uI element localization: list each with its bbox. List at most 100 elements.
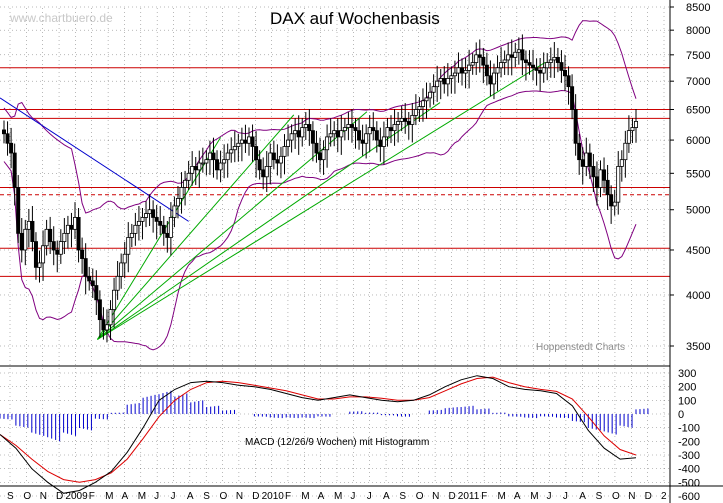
x-tick-label: F (285, 491, 291, 502)
x-tick-label: D (645, 491, 652, 502)
candle-body (73, 217, 78, 230)
candle-body (626, 130, 631, 144)
candle-body (204, 159, 209, 164)
x-tick-label: N (40, 491, 47, 502)
candle-body (30, 220, 35, 242)
candle-body (23, 228, 28, 251)
candle-body (481, 56, 486, 66)
x-tick-label: J (367, 491, 372, 502)
bollinger-upper-band (3, 20, 637, 214)
candle-body (136, 220, 141, 226)
candle-body (239, 139, 244, 144)
y-tick-label: 5000 (686, 205, 710, 217)
candle-body (566, 75, 571, 88)
candle-body (502, 59, 507, 63)
x-tick-label: S (203, 491, 210, 502)
candle-body (271, 152, 276, 161)
candle-body (491, 72, 496, 85)
candle-body (385, 127, 390, 138)
x-tick-label: J (154, 491, 159, 502)
candle-body (559, 62, 564, 71)
candle-body (545, 62, 550, 69)
candle-body (26, 220, 31, 230)
candle-body (97, 299, 102, 321)
candle-body (602, 169, 607, 181)
candle-body (278, 155, 283, 164)
candle-body (630, 127, 635, 132)
candle-body (587, 152, 592, 167)
candle-body (442, 78, 447, 85)
candle-body (417, 106, 422, 110)
source-label: Hoppenstedt Charts (536, 342, 625, 353)
candle-body (392, 124, 397, 132)
candle-body (470, 62, 475, 66)
x-tick-label: A (514, 491, 521, 502)
uptrend-fan-line (97, 102, 441, 340)
candle-body (548, 59, 553, 63)
candle-body (129, 232, 134, 238)
candle-body (193, 166, 198, 171)
candle-body (94, 285, 99, 301)
candle-body (303, 124, 308, 128)
x-tick-label: A (579, 491, 586, 502)
x-tick-label: J (350, 491, 355, 502)
macd-y-tick-label: -100 (678, 423, 700, 435)
candle-body (516, 49, 521, 53)
candle-body (523, 59, 528, 63)
candle-body (605, 179, 610, 196)
candle-body (80, 249, 85, 259)
candle-body (165, 232, 170, 238)
x-tick-label: O (612, 491, 620, 502)
candle-body (183, 179, 188, 188)
candle-body (314, 142, 319, 154)
candle-body (175, 198, 180, 207)
y-tick-label: 8000 (686, 25, 710, 37)
candle-body (520, 49, 525, 61)
candle-body (527, 62, 532, 66)
candle-body (58, 241, 63, 255)
y-tick-label: 6500 (686, 104, 710, 116)
candle-body (218, 162, 223, 171)
candle-body (154, 217, 159, 222)
candle-body (190, 166, 195, 174)
candle-body (452, 72, 457, 77)
candle-body (76, 217, 81, 251)
candle-body (555, 56, 560, 63)
candle-body (2, 129, 7, 135)
candle-body (346, 124, 351, 128)
candle-body (236, 142, 241, 147)
time-x-axis: S O N D 2009 F M A M J J A S O N D 2010 F M A M J J A S O N D 2011 F M… (7, 491, 667, 502)
candle-body (321, 149, 326, 161)
candle-body (513, 51, 518, 58)
candle-body (335, 130, 340, 138)
candle-body (101, 319, 106, 331)
candle-body (584, 152, 589, 167)
x-tick-label: A (187, 491, 194, 502)
candle-body (488, 75, 493, 85)
candle-body (399, 118, 404, 122)
candle-body (413, 109, 418, 116)
candle-body (229, 149, 234, 154)
candle-body (509, 54, 514, 58)
x-tick-label: J (563, 491, 568, 502)
x-tick-label: S (399, 491, 406, 502)
candle-body (115, 275, 120, 291)
candle-body (296, 130, 301, 138)
price-candles (2, 34, 639, 343)
macd-y-tick-label: 300 (678, 368, 696, 380)
candle-body (541, 67, 546, 74)
candle-body (435, 80, 440, 88)
x-tick-label: D (56, 491, 63, 502)
candle-body (215, 159, 220, 171)
candle-body (364, 133, 369, 144)
candle-body (257, 159, 262, 171)
x-tick-label: F (481, 491, 487, 502)
macd-y-tick-label: 0 (678, 409, 684, 421)
macd-y-tick-label: -500 (678, 477, 700, 489)
x-tick-label: M (105, 491, 113, 502)
macd-y-tick-label: -600 (678, 491, 700, 503)
candle-body (463, 70, 468, 74)
